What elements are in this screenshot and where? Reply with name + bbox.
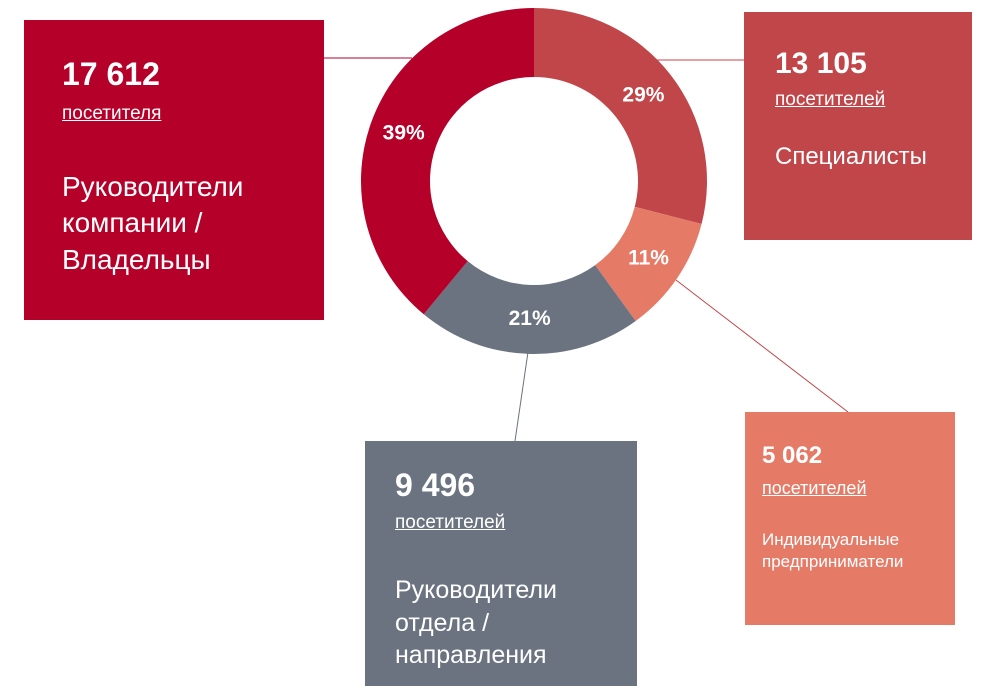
visitor-unit: посетителей [762,478,867,498]
visitor-count: 13 105 [775,47,867,80]
callout-box: 9 496 посетителей Руководители отдела / на… [365,441,637,686]
donut-segment [361,8,534,315]
visitor-count: 17 612 [62,56,160,92]
visitor-count: 9 496 [395,467,476,503]
visitor-unit: посетителей [395,512,506,533]
donut-segment [534,8,707,225]
visitor-unit: посетителей [775,89,886,110]
connector [514,351,529,442]
donut-segment [423,261,636,354]
visitor-unit: посетителя [62,103,162,124]
visitor-count: 5 062 [762,442,823,469]
category-label: Индивидуальные предприниматели [762,530,904,572]
category-label: Руководители отдела / направления [395,576,557,669]
category-label: Специалисты [775,143,927,170]
connector [675,279,849,413]
callout-box: 17 612 посетителя Руководители компании / … [24,20,324,320]
value-label: 39% [383,122,425,145]
value-label: 11% [628,246,669,269]
donut-segment [595,206,702,321]
callout-box: 13 105 посетителей Специалисты [744,12,972,240]
category-label: Руководители компании / Владельцы [62,171,244,275]
callout-box: 5 062 посетителей Индивидуальные предприни… [745,412,955,625]
value-label: 21% [509,307,551,330]
value-label: 29% [622,84,664,107]
